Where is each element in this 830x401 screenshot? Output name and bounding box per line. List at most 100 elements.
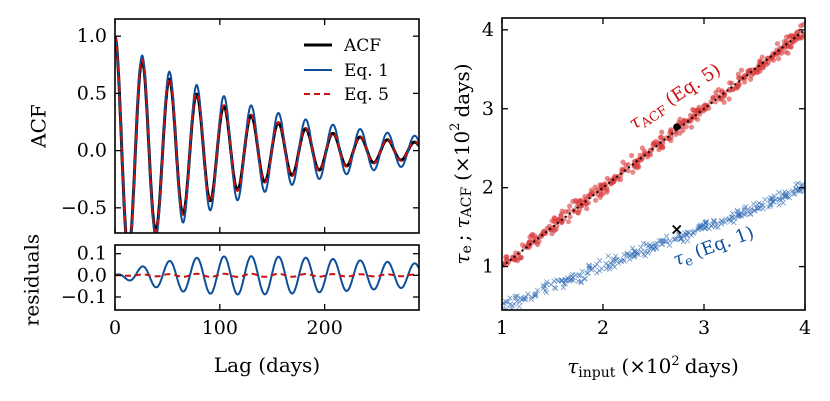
eq1-point (741, 205, 747, 211)
residuals-xtick-label: 100 (202, 317, 238, 339)
eq1-point (711, 218, 717, 224)
eq1-point (599, 265, 605, 272)
acf-point (710, 95, 716, 101)
eq1-point (621, 258, 627, 264)
eq1-point (800, 185, 805, 192)
scatter-xtick-label: 3 (698, 317, 710, 339)
eq1-point (671, 236, 677, 242)
eq1-point (683, 231, 690, 237)
acf-point (783, 49, 789, 55)
eq1-point (672, 236, 679, 243)
acf-point (659, 129, 665, 135)
residuals-xtick-label: 0 (109, 317, 121, 339)
acf-point (536, 238, 542, 244)
acf-point (798, 23, 804, 29)
eq1-point (562, 281, 568, 287)
acf-point (593, 197, 599, 203)
acf-point (516, 255, 523, 261)
acf-point (565, 219, 572, 225)
legend-label-eq5: Eq. 5 (344, 85, 389, 105)
acf-point (641, 148, 648, 154)
acf-point (717, 96, 723, 102)
acf-point (700, 108, 706, 114)
acf-point (551, 228, 558, 234)
acf-point (629, 152, 635, 159)
eq1-point (786, 195, 793, 201)
ylabel-symbol-2: τ (450, 216, 474, 228)
eq1-point (747, 208, 754, 214)
acf-legend: ACF Eq. 1 Eq. 5 (304, 36, 389, 105)
eq1-point (738, 213, 744, 219)
scatter-ylabel: τe;τACF(×102days) (448, 63, 476, 264)
eq1-point (711, 219, 717, 225)
eq1-point (750, 201, 757, 207)
acf-point (680, 127, 686, 133)
series-eq5-line (115, 35, 419, 233)
acf-point (567, 214, 573, 220)
eq1-point (684, 237, 691, 244)
eq1-point (522, 297, 528, 303)
ylabel-separator: ; (450, 234, 474, 241)
residuals-axes-frame (114, 244, 420, 311)
eq1-point (663, 233, 670, 239)
acf-ytick-label: −0.5 (61, 197, 107, 219)
eq1-point (734, 211, 741, 218)
scatter-xtick-label: 1 (496, 317, 508, 339)
acf-point (657, 134, 663, 141)
scatter-ticks: 1 2 3 4 1 2 3 4 (482, 18, 811, 339)
eq1-point (653, 244, 659, 250)
acf-point (690, 107, 696, 113)
acf-ytick-label: 0.5 (77, 82, 107, 104)
acf-point (631, 159, 638, 165)
acf-point (759, 54, 765, 60)
acf-axes-frame (114, 18, 420, 234)
eq1-point (629, 251, 636, 257)
eq1-point (731, 215, 738, 221)
eq1-point (610, 261, 617, 268)
acf-point (512, 257, 518, 263)
xlabel-symbol: τ (567, 354, 579, 378)
eq1-point (719, 218, 725, 224)
eq1-point (568, 277, 574, 283)
acf-point (785, 43, 792, 50)
eq1-point (512, 293, 518, 300)
annotation-tau-e: τe(Eq. 1) (671, 222, 758, 273)
acf-point (688, 112, 694, 118)
acf-plot-area (115, 35, 419, 233)
eq1-point (570, 274, 576, 281)
acf-point (546, 223, 552, 229)
eq1-point (509, 306, 515, 310)
eq1-point (799, 181, 805, 187)
acf-point (531, 236, 537, 242)
eq1-point (731, 219, 737, 226)
acf-point (775, 56, 782, 62)
eq1-point (642, 248, 648, 254)
identity-line (502, 29, 805, 268)
eq1-point (586, 265, 592, 271)
scatter-axes-frame (501, 17, 806, 311)
acf-point (774, 41, 781, 47)
residuals-ytick-label: 0.0 (77, 264, 107, 286)
xlabel-unit-close: days) (685, 354, 739, 378)
acf-point (604, 189, 610, 195)
acf-point (784, 38, 790, 45)
eq1-point (586, 263, 592, 269)
acf-panel: −0.5 0.0 0.5 1.0 ACF ACF Eq. 1 Eq. 5 (27, 18, 420, 234)
acf-point (715, 87, 722, 93)
acf-point (721, 99, 727, 105)
ylabel-unit-open: (×10 (450, 131, 474, 181)
eq1-point (715, 224, 721, 230)
eq1-point (642, 253, 648, 259)
acf-point (688, 124, 695, 130)
eq1-point (534, 287, 541, 293)
acf-point (519, 242, 526, 248)
eq1-point (645, 243, 651, 249)
ylabel-unit-close: days) (450, 63, 474, 117)
acf-point (668, 128, 674, 134)
acf-point (741, 79, 748, 85)
eq1-point (525, 291, 531, 297)
scatter-ytick-label: 3 (482, 98, 494, 120)
acf-point (599, 184, 605, 190)
scatter-ytick-label: 1 (482, 256, 494, 278)
eq1-point (747, 210, 754, 217)
